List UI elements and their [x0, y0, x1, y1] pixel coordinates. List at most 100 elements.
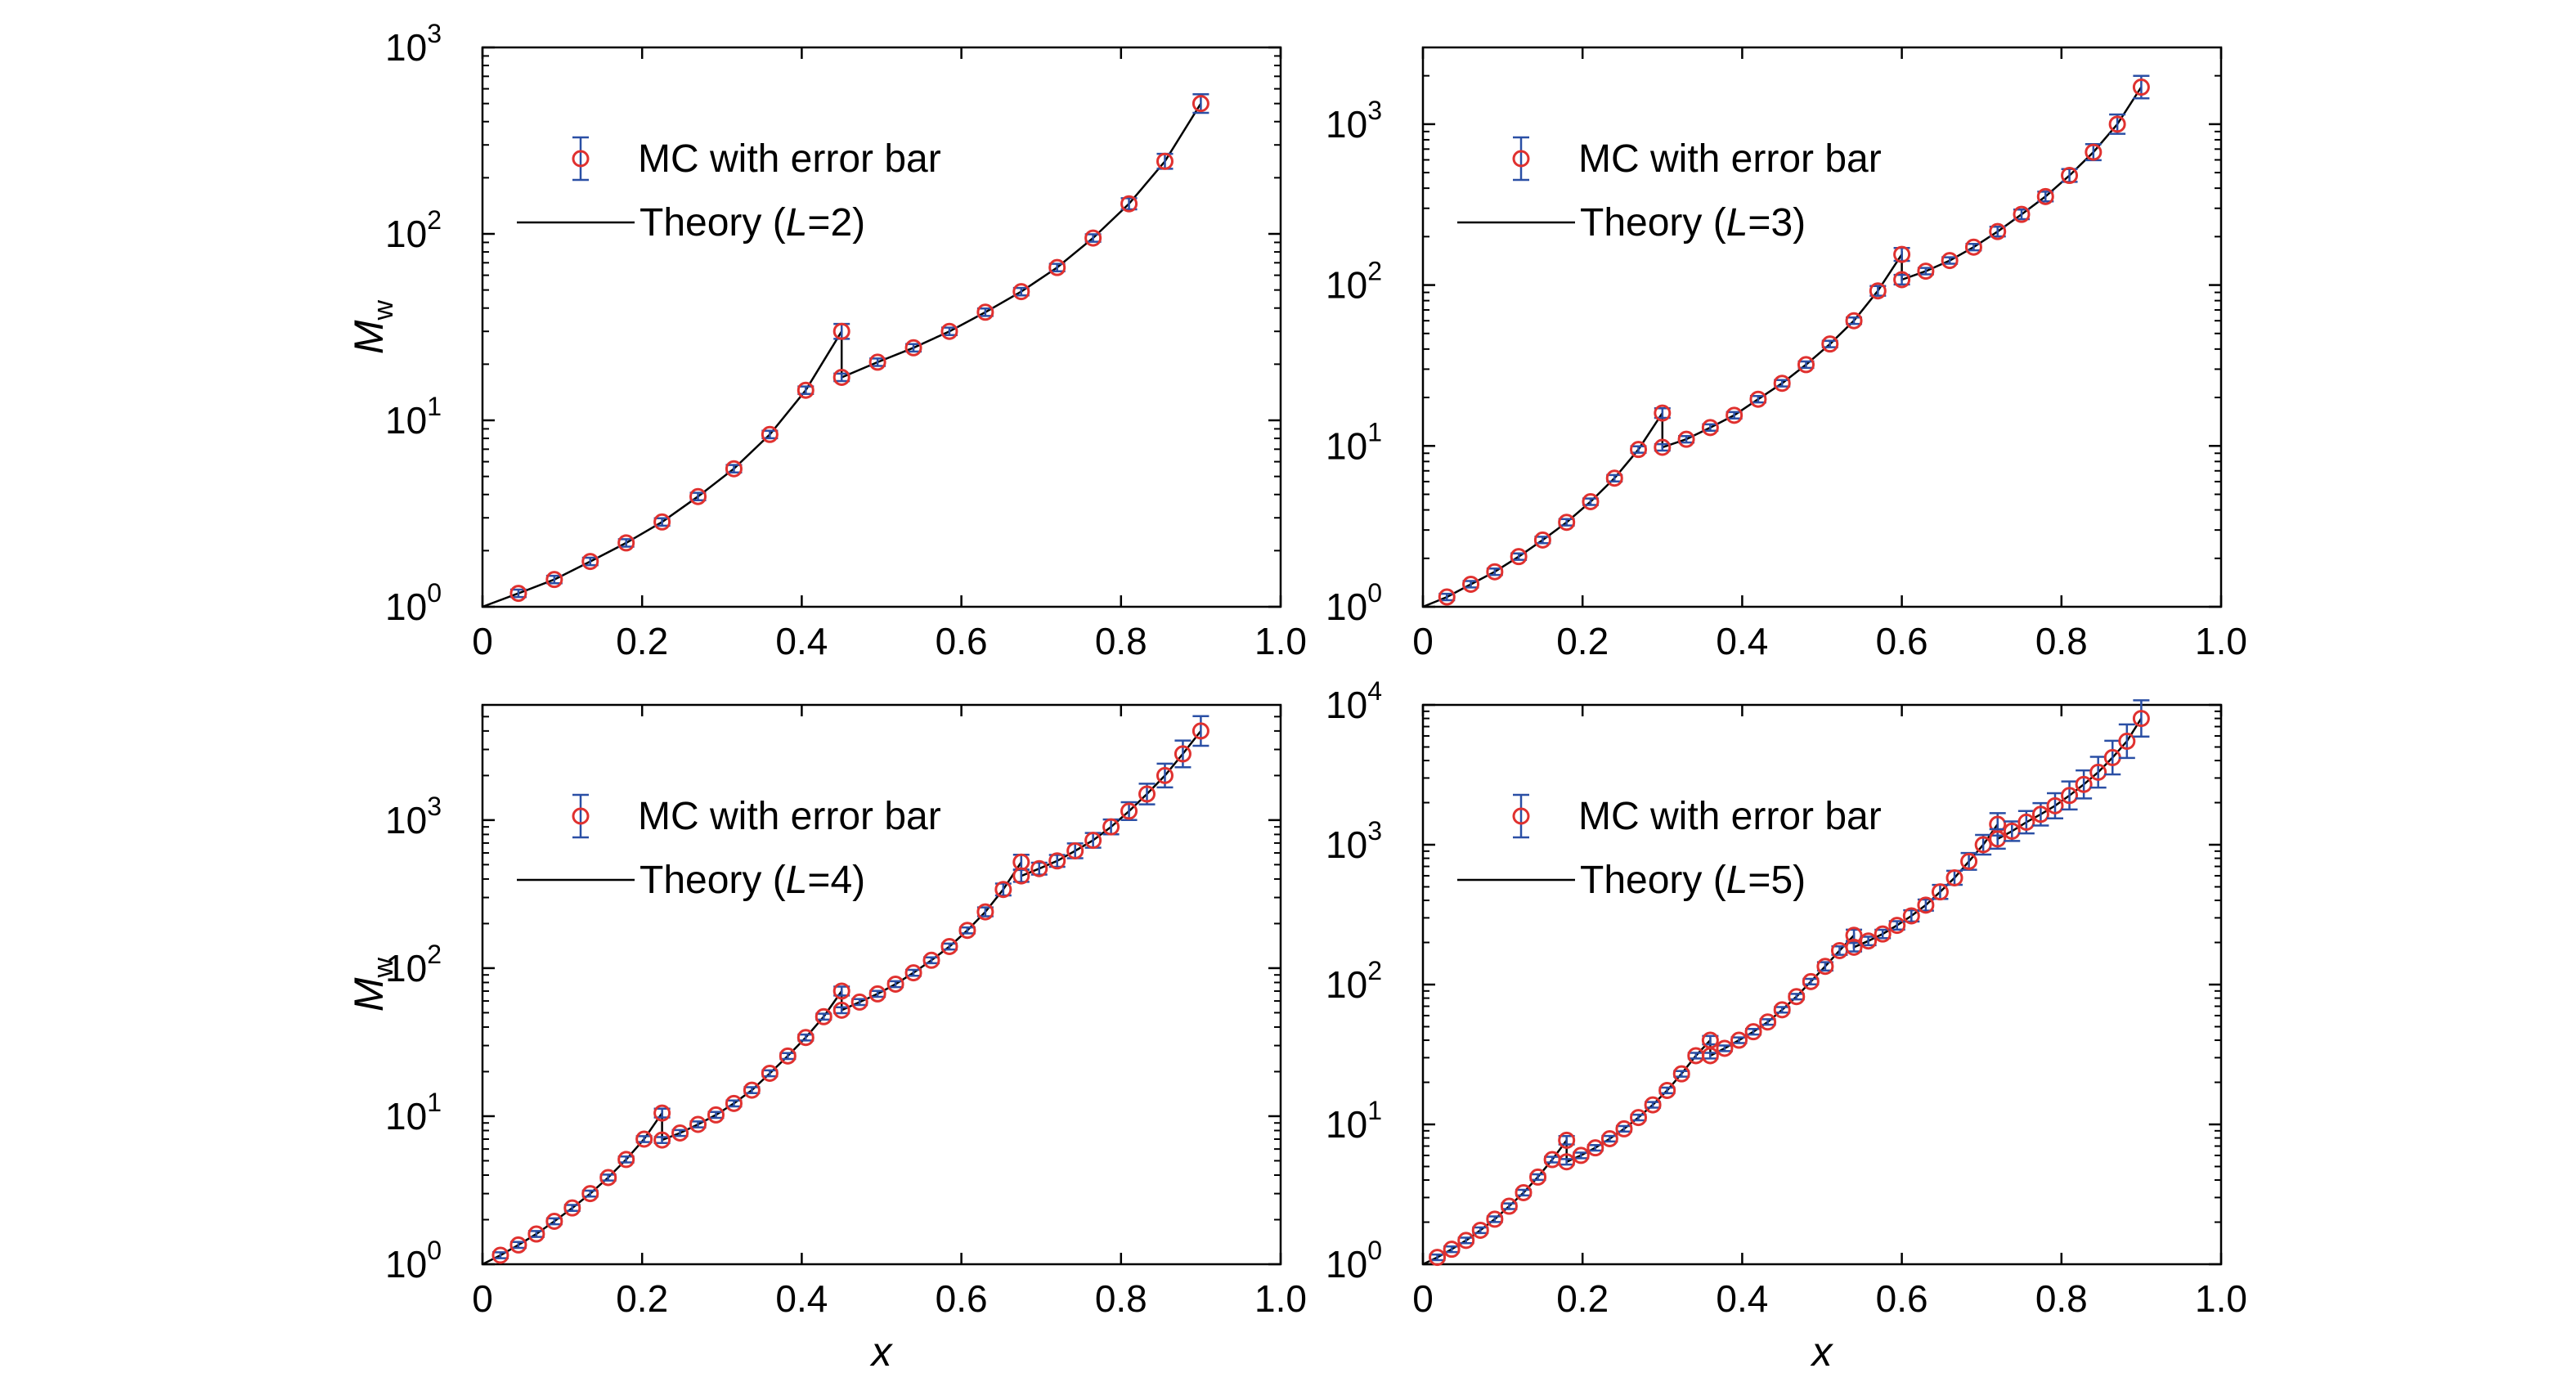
legend-theory-value: =5) [1748, 859, 1806, 902]
theory-line [482, 102, 1202, 608]
mc-point [725, 1094, 743, 1112]
y-tick-label: 102 [385, 205, 442, 255]
mc-point [904, 339, 922, 357]
mc-point [797, 381, 815, 399]
y-tick-exponent: 1 [1367, 417, 1382, 446]
mc-point [1120, 802, 1138, 820]
mc-point [1615, 1119, 1633, 1137]
x-tick-label: 0.6 [1876, 1277, 1928, 1320]
mc-point [761, 1064, 779, 1082]
mc-point [976, 303, 994, 321]
mc-point [1156, 152, 1174, 170]
y-tick-exponent: 3 [1367, 96, 1382, 125]
mc-point [1945, 868, 1963, 886]
mc-point [545, 1212, 563, 1230]
y-tick-exponent: 3 [427, 19, 442, 48]
mc-point [1716, 1039, 1734, 1057]
x-tick-label: 0.2 [616, 620, 668, 662]
mc-point [1048, 852, 1066, 870]
mc-point [797, 1029, 815, 1047]
y-tick-label: 100 [385, 578, 442, 628]
mc-point [2061, 787, 2079, 805]
mc-point [2003, 822, 2021, 840]
mc-point [1462, 575, 1480, 593]
legend-marker [572, 807, 590, 825]
mc-point [1120, 195, 1138, 213]
x-tick-label: 0.6 [1876, 620, 1928, 662]
x-tick-label: 0 [1412, 1277, 1434, 1320]
mc-point [1726, 406, 1744, 424]
mc-point [1802, 972, 1820, 990]
mc-point [958, 922, 976, 940]
legend-label-theory: Theory (L=5) [1580, 859, 1806, 902]
mc-point [1816, 958, 1834, 976]
y-tick-label: 101 [385, 1088, 442, 1137]
x-tick-label: 0.8 [2035, 620, 2088, 662]
legend-marker [1512, 807, 1530, 825]
mc-point [1658, 1081, 1676, 1099]
mc-series [1429, 699, 2150, 1267]
mc-point [832, 982, 850, 1000]
x-tick-label: 0.2 [616, 1277, 668, 1320]
legend-label-theory: Theory (L=2) [640, 201, 865, 245]
x-tick-label: 0 [1412, 620, 1434, 662]
mc-point [1558, 514, 1576, 532]
mc-point [635, 1130, 653, 1148]
mc-point [509, 1236, 527, 1254]
y-tick-label: 101 [1326, 417, 1382, 467]
mc-point [1084, 832, 1102, 850]
mc-point [994, 881, 1012, 899]
legend: MC with error bar Theory (L=5) [1457, 793, 1882, 902]
y-tick-label: 103 [1326, 816, 1382, 866]
mc-point [1917, 896, 1935, 914]
mc-point [868, 985, 886, 1003]
legend-label-theory: Theory (L=4) [640, 859, 865, 902]
y-tick-exponent: 1 [427, 1088, 442, 1117]
mc-point [1443, 1241, 1461, 1259]
mc-point [617, 534, 635, 552]
mc-point [725, 460, 743, 478]
mc-point [922, 951, 940, 969]
x-tick-label: 0.4 [1716, 1277, 1768, 1320]
mc-point [1893, 271, 1911, 289]
mc-point [815, 1007, 832, 1025]
x-tick-label: 1.0 [1254, 620, 1307, 662]
mc-point [1605, 469, 1623, 487]
mc-point [527, 1225, 545, 1243]
mc-point [2013, 205, 2031, 223]
legend-theory-value: =2) [807, 201, 865, 245]
x-tick-label: 0.8 [1095, 1277, 1147, 1320]
mc-point [1515, 1183, 1533, 1201]
mc-point [1012, 283, 1030, 301]
mc-point [1457, 1232, 1475, 1250]
mc-point [1500, 1197, 1518, 1215]
mc-point [1759, 1013, 1777, 1031]
mc-point [1630, 441, 1648, 459]
legend-theory-var: L [786, 859, 808, 902]
mc-point [1701, 1047, 1719, 1065]
mc-point [1974, 836, 1992, 854]
x-tick-label: 0.8 [2035, 1277, 2088, 1320]
y-axis-label-main: M [346, 977, 392, 1012]
mc-point [761, 425, 779, 443]
mc-point [886, 975, 904, 993]
y-tick-label: 100 [385, 1236, 442, 1286]
mc-point [1941, 252, 1959, 270]
x-tick-label: 0.2 [1556, 620, 1609, 662]
mc-point [1773, 1001, 1791, 1019]
y-axis-label-sub: w [368, 299, 399, 321]
mc-point [653, 1131, 671, 1149]
legend-theory-prefix: Theory ( [640, 859, 786, 902]
mc-point [1797, 356, 1815, 374]
mc-point [1429, 1249, 1447, 1267]
x-tick-label: 1.0 [2195, 1277, 2247, 1320]
mc-point [563, 1199, 581, 1217]
mc-point [1989, 222, 2007, 240]
legend-label-mc: MC with error bar [1578, 137, 1882, 181]
mc-point [832, 322, 850, 340]
legend-theory-value: =4) [807, 859, 865, 902]
